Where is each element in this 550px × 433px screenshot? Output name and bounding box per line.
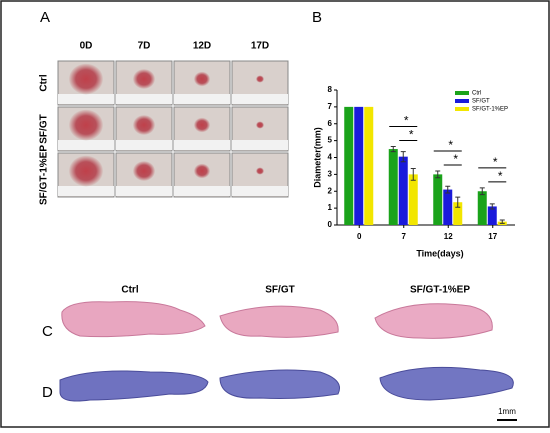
histology-slice xyxy=(61,301,206,338)
x-tick-label: 7 xyxy=(402,232,407,241)
bar xyxy=(477,191,487,225)
error-bar xyxy=(479,187,485,196)
ruler xyxy=(174,186,230,196)
significance-label: * xyxy=(409,128,414,142)
ruler xyxy=(232,186,288,196)
y-tick-label: 0 xyxy=(328,220,333,229)
legend-swatch xyxy=(455,99,469,103)
column-header: SF/GT-1%EP xyxy=(410,285,470,296)
y-tick-label: 3 xyxy=(328,169,333,178)
wound xyxy=(133,115,155,135)
ruler xyxy=(58,186,114,196)
wound xyxy=(133,161,155,181)
column-header: 0D xyxy=(80,41,93,52)
bar xyxy=(433,174,443,225)
error-bar xyxy=(489,203,495,210)
error-bar xyxy=(455,196,461,208)
column-header: 7D xyxy=(138,41,151,52)
wound xyxy=(69,155,103,187)
error-bar xyxy=(400,151,406,163)
wound xyxy=(194,163,210,179)
wound xyxy=(69,63,103,95)
significance-label: * xyxy=(453,152,458,166)
wound xyxy=(256,167,264,175)
legend-label: Ctrl xyxy=(472,91,481,97)
wound xyxy=(256,75,264,83)
legend-swatch xyxy=(455,107,469,111)
x-tick-label: 17 xyxy=(488,232,497,241)
panel-label: D xyxy=(42,384,53,401)
histology-slice xyxy=(219,305,339,338)
y-tick-label: 6 xyxy=(328,119,333,128)
y-tick-label: 4 xyxy=(328,153,333,162)
ruler xyxy=(232,140,288,150)
legend-swatch xyxy=(455,91,469,95)
column-header: SF/GT xyxy=(265,285,294,296)
legend-label: SF/GT-1%EP xyxy=(472,107,508,113)
bar xyxy=(443,189,453,225)
y-tick-label: 2 xyxy=(328,186,333,195)
ruler xyxy=(232,94,288,104)
error-bar xyxy=(390,146,396,153)
column-header: 12D xyxy=(193,41,211,52)
wound xyxy=(133,69,155,89)
bar xyxy=(453,202,463,225)
wound xyxy=(194,117,210,133)
significance-label: * xyxy=(493,155,498,169)
wound xyxy=(256,121,264,129)
panel-label: B xyxy=(312,9,322,26)
bar xyxy=(408,174,418,225)
wound xyxy=(194,71,210,87)
error-bar xyxy=(435,170,441,179)
ruler xyxy=(58,94,114,104)
bar xyxy=(388,149,398,225)
ruler xyxy=(174,140,230,150)
row-label: Ctrl xyxy=(39,74,50,91)
ruler xyxy=(116,186,172,196)
ruler xyxy=(174,94,230,104)
significance-label: * xyxy=(448,138,453,152)
y-axis-label: Diameter(mm) xyxy=(312,127,322,188)
column-header: 17D xyxy=(251,41,269,52)
ruler xyxy=(58,140,114,150)
ruler xyxy=(116,140,172,150)
panel-label: C xyxy=(42,323,53,340)
significance-label: * xyxy=(498,169,503,183)
y-tick-label: 8 xyxy=(328,85,333,94)
bar xyxy=(364,106,374,225)
error-bar xyxy=(499,219,505,224)
panel-label: A xyxy=(40,9,50,26)
error-bar xyxy=(445,185,451,194)
x-axis-label: Time(days) xyxy=(416,248,463,258)
ruler xyxy=(116,94,172,104)
bar xyxy=(487,206,497,225)
histology-slice xyxy=(59,370,209,402)
x-tick-label: 0 xyxy=(357,232,362,241)
row-label: SF/GT-1%EP xyxy=(39,145,50,205)
significance-label: * xyxy=(404,114,409,128)
y-tick-label: 5 xyxy=(328,136,333,145)
error-bar xyxy=(410,167,416,181)
row-label: SF/GT xyxy=(39,114,50,143)
legend-label: SF/GT xyxy=(472,99,490,105)
x-tick-label: 12 xyxy=(444,232,453,241)
wound xyxy=(69,109,103,141)
histology-slice xyxy=(374,303,493,339)
bar xyxy=(398,156,408,225)
y-tick-label: 1 xyxy=(328,203,333,212)
y-tick-label: 7 xyxy=(328,102,333,111)
histology-slice xyxy=(379,366,514,401)
scale-bar-label: 1mm xyxy=(498,407,516,416)
histology-slice xyxy=(219,369,340,399)
bar xyxy=(354,106,364,225)
bar xyxy=(344,106,354,225)
column-header: Ctrl xyxy=(121,285,138,296)
